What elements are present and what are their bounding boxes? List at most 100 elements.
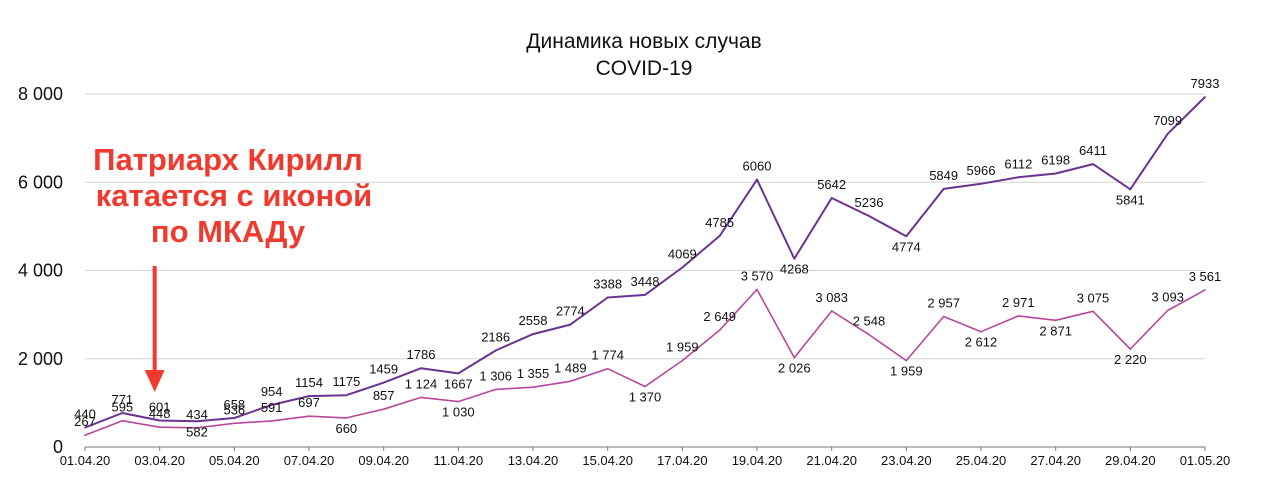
data-label: 5841: [1116, 192, 1145, 207]
data-label: 448: [149, 406, 171, 421]
series-lines: [84, 96, 1206, 437]
series-line-1: [84, 288, 1206, 436]
data-label: 5642: [817, 177, 846, 192]
data-point: [308, 415, 310, 418]
data-label: 2774: [556, 304, 585, 319]
data-label: 857: [373, 388, 395, 403]
y-tick-label: 8 000: [18, 84, 63, 104]
data-point: [382, 381, 385, 384]
data-label: 4785: [705, 215, 734, 230]
data-point: [1092, 310, 1094, 313]
data-label: 2186: [481, 330, 510, 345]
data-point: [830, 197, 833, 199]
data-point: [942, 315, 945, 318]
data-label: 1 489: [554, 360, 587, 375]
data-label: 2 649: [703, 309, 736, 324]
y-tick-label: 4 000: [18, 261, 63, 281]
x-tick-label: 09.04.20: [358, 453, 409, 468]
chart-title-line-2: COVID-19: [596, 57, 693, 80]
data-point: [756, 288, 758, 291]
data-label: 6198: [1041, 153, 1070, 168]
data-label: 1 774: [591, 348, 624, 363]
data-point: [233, 417, 236, 419]
data-label: 1667: [444, 376, 473, 391]
data-point: [756, 178, 758, 181]
data-point: [457, 400, 460, 403]
data-point: [1166, 309, 1169, 312]
data-point: [793, 356, 796, 359]
data-label: 4774: [892, 239, 921, 254]
data-point: [196, 427, 198, 429]
data-point: [1204, 289, 1206, 291]
data-label: 595: [111, 400, 133, 415]
data-label: 4268: [780, 262, 809, 277]
data-point: [868, 215, 870, 217]
data-point: [345, 394, 348, 396]
data-point: [84, 434, 86, 437]
y-axis-ticks: 0 2 000 4 000 6 000 8 000: [18, 84, 63, 457]
data-label: 267: [74, 414, 96, 429]
data-point: [158, 426, 161, 429]
data-point: [420, 396, 422, 399]
data-label: 7933: [1191, 76, 1220, 91]
data-point: [532, 386, 534, 389]
data-point: [196, 420, 198, 423]
data-label: 2 871: [1039, 323, 1072, 338]
data-label: 2 971: [1002, 295, 1035, 310]
data-label: 5966: [967, 163, 996, 178]
data-label: 4069: [668, 246, 697, 261]
data-labels: 440 771 601 582 658 954 1154 1175 1459 1786 1667 21…: [74, 76, 1221, 439]
data-label: 1 370: [629, 390, 662, 405]
data-label: 660: [335, 421, 357, 436]
data-point: [942, 188, 945, 190]
data-point: [1092, 163, 1094, 165]
x-tick-label: 25.04.20: [956, 453, 1007, 468]
data-point: [1166, 132, 1169, 135]
data-label: 3 561: [1189, 269, 1222, 284]
data-point: [494, 349, 497, 352]
x-tick-label: 01.05.20: [1180, 453, 1231, 468]
data-point: [308, 395, 310, 397]
data-label: 3 075: [1077, 290, 1110, 305]
data-point: [569, 323, 572, 326]
data-point: [1129, 348, 1132, 350]
annotation-line-2: катается с иконой: [96, 178, 372, 213]
data-point: [569, 380, 572, 383]
x-tick-label: 29.04.20: [1105, 453, 1156, 468]
data-point: [532, 333, 534, 335]
data-point: [494, 388, 497, 391]
y-gridlines: [85, 93, 1205, 448]
data-point: [84, 426, 86, 429]
data-label: 1 959: [890, 364, 923, 379]
data-point: [718, 329, 721, 331]
annotation: Патриарх Кирилл катается с иконой по МКА…: [93, 142, 372, 392]
x-tick-label: 21.04.20: [806, 453, 857, 468]
data-point: [420, 367, 422, 369]
annotation-arrow-head: [144, 370, 165, 392]
data-label: 7099: [1153, 113, 1182, 128]
data-label: 658: [223, 397, 245, 412]
data-point: [1017, 176, 1020, 179]
x-tick-label: 01.04.20: [60, 453, 111, 468]
data-label: 1 355: [517, 366, 550, 381]
annotation-line-3: по МКАДу: [151, 214, 306, 249]
data-label: 591: [261, 400, 283, 415]
data-point: [606, 296, 609, 299]
x-tick-label: 03.04.20: [134, 453, 185, 468]
data-point: [905, 359, 908, 362]
y-tick-label: 6 000: [18, 172, 63, 192]
data-point: [681, 359, 684, 362]
data-point: [1204, 96, 1206, 98]
x-tick-label: 11.04.20: [434, 453, 484, 468]
x-tick-label: 07.04.20: [284, 453, 335, 468]
data-label: 601: [149, 399, 171, 414]
data-label: 954: [261, 384, 283, 399]
data-label: 1 306: [479, 368, 512, 383]
data-point: [382, 408, 385, 410]
data-point: [1129, 188, 1132, 191]
data-point: [233, 422, 236, 425]
data-label: 771: [111, 392, 133, 407]
x-tick-label: 19.04.20: [732, 453, 783, 468]
data-label: 2 957: [927, 296, 960, 311]
